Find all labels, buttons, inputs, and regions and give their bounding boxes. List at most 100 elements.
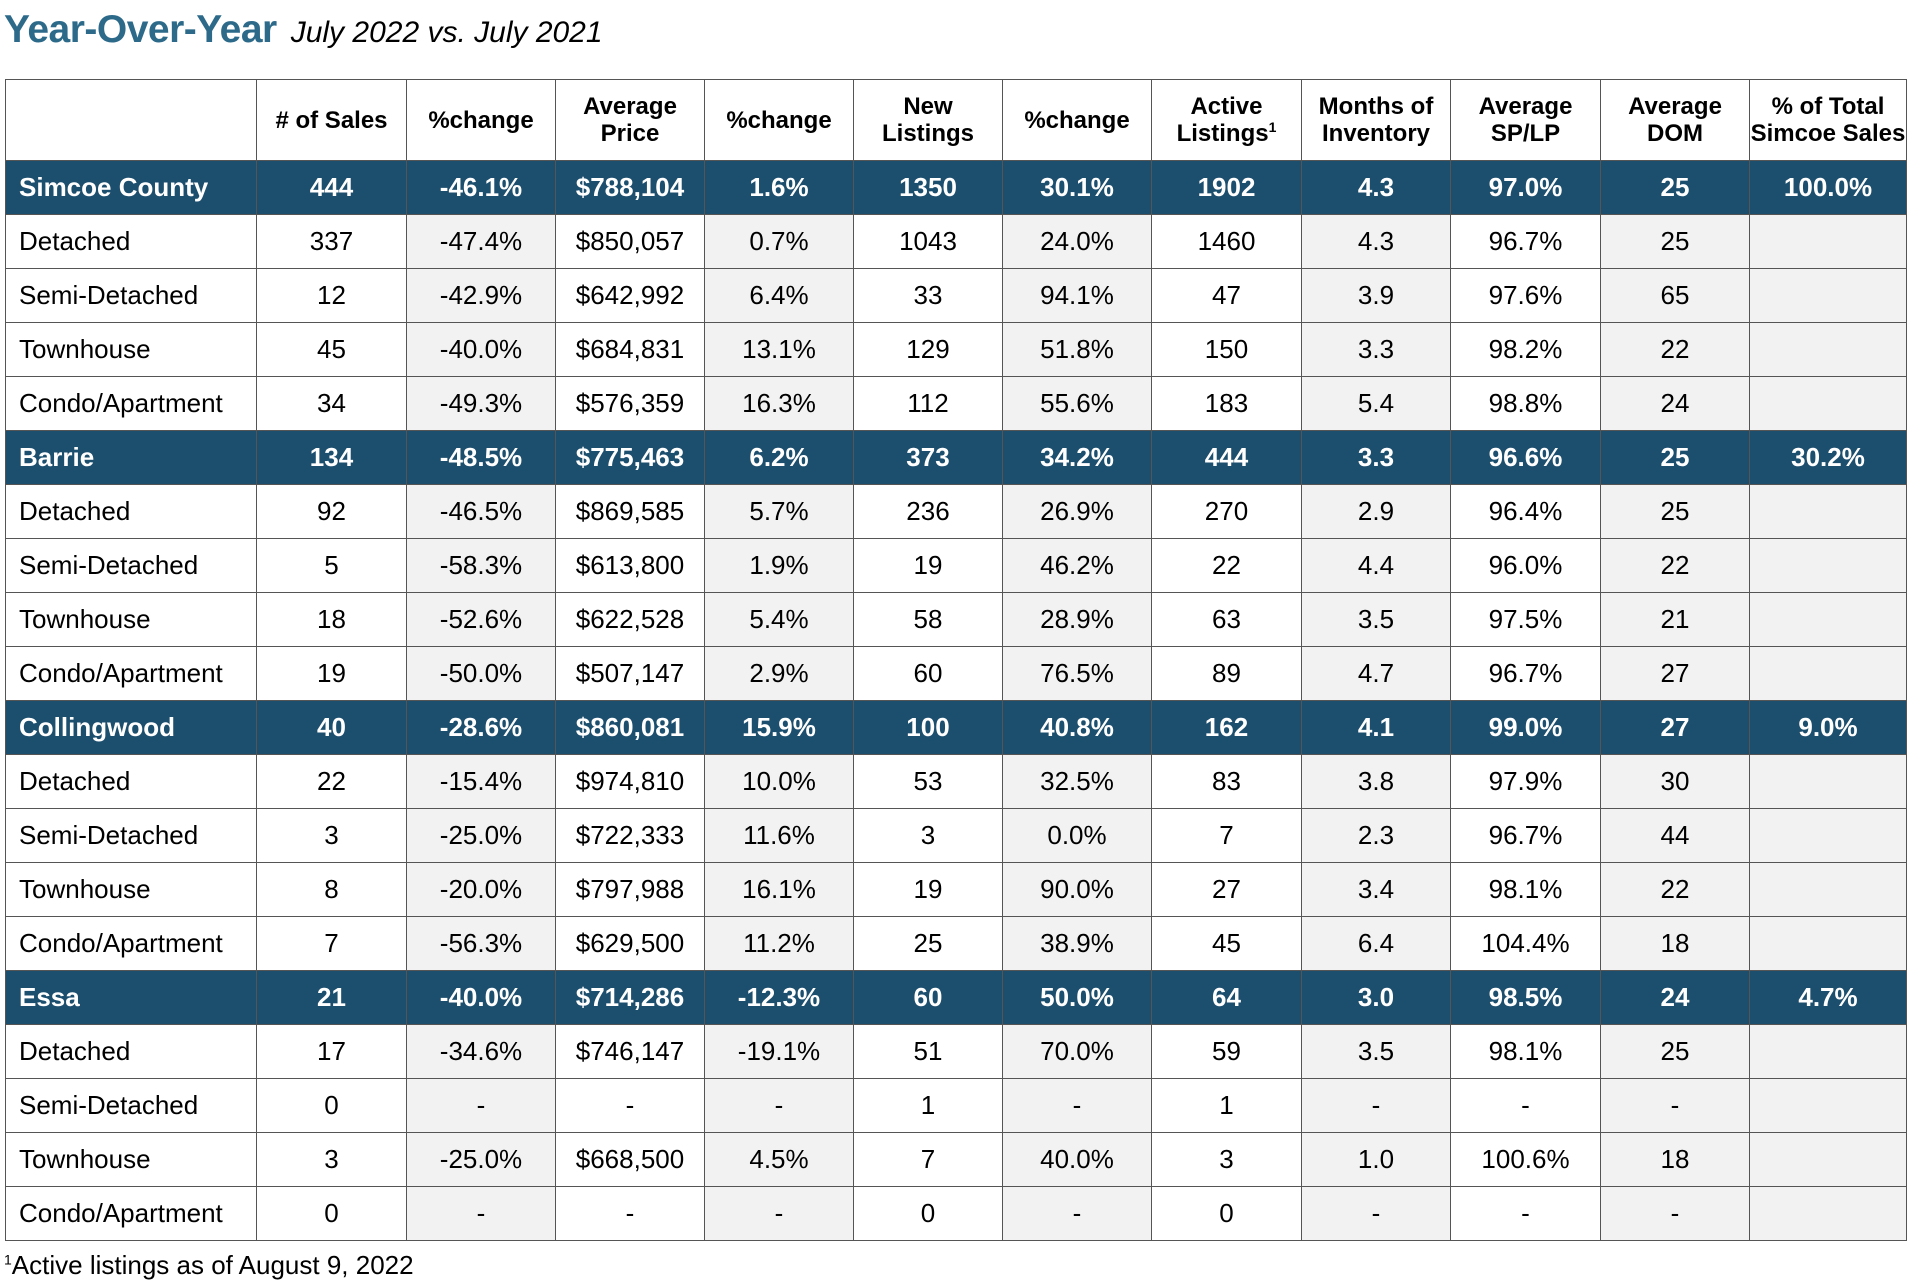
average-dom-cell: 18 (1600, 916, 1750, 971)
column-header-average-dom: Average DOM (1600, 79, 1750, 161)
share-of-total-cell (1749, 484, 1907, 539)
new-listings-cell: 373 (853, 430, 1003, 485)
share-of-total-cell (1749, 754, 1907, 809)
sales-change-cell: -20.0% (406, 862, 556, 917)
num-sales-cell: 8 (256, 862, 407, 917)
report-title: Year-Over-Year (4, 8, 277, 51)
average-splp-cell: 99.0% (1450, 700, 1601, 755)
average-price-cell: $629,500 (555, 916, 705, 971)
new-listings-cell: 1043 (853, 214, 1003, 269)
sales-change-cell: -49.3% (406, 376, 556, 431)
active-listings-cell: 47 (1151, 268, 1302, 323)
months-inventory-cell: 3.0 (1301, 970, 1451, 1025)
months-inventory-cell: 3.3 (1301, 322, 1451, 377)
price-change-cell: 1.9% (704, 538, 854, 593)
row-label: Detached (5, 1024, 257, 1079)
average-price-cell: $722,333 (555, 808, 705, 863)
average-splp-cell: 98.2% (1450, 322, 1601, 377)
active-listings-cell: 64 (1151, 970, 1302, 1025)
report-heading: Year-Over-Year July 2022 vs. July 2021 (4, 8, 603, 58)
sales-change-cell: - (406, 1186, 556, 1241)
average-dom-cell: - (1600, 1186, 1750, 1241)
price-change-cell: 15.9% (704, 700, 854, 755)
region-summary-row: Simcoe County 444 -46.1% $788,104 1.6% 1350 30… (5, 160, 1907, 215)
months-inventory-cell: 3.4 (1301, 862, 1451, 917)
average-dom-cell: 27 (1600, 700, 1750, 755)
months-inventory-cell: 4.1 (1301, 700, 1451, 755)
num-sales-cell: 5 (256, 538, 407, 593)
new-listings-cell: 60 (853, 970, 1003, 1025)
price-change-cell: -19.1% (704, 1024, 854, 1079)
months-inventory-cell: 2.9 (1301, 484, 1451, 539)
active-listings-cell: 444 (1151, 430, 1302, 485)
row-label: Semi-Detached (5, 1078, 257, 1133)
table-row: Condo/Apartment 0- - -0-0- - - (5, 1186, 1907, 1241)
active-listings-cell: 83 (1151, 754, 1302, 809)
share-of-total-cell (1749, 1078, 1907, 1133)
price-change-cell: 16.1% (704, 862, 854, 917)
price-change-cell: 1.6% (704, 160, 854, 215)
share-of-total-cell: 30.2% (1749, 430, 1907, 485)
row-label: Barrie (5, 430, 257, 485)
sales-change-cell: -56.3% (406, 916, 556, 971)
table-body: Simcoe County 444 -46.1% $788,104 1.6% 1350 30… (5, 160, 1907, 1241)
listings-change-cell: 32.5% (1002, 754, 1152, 809)
listings-change-cell: 90.0% (1002, 862, 1152, 917)
footnote-number: 1 (4, 1251, 12, 1268)
listings-change-cell: 0.0% (1002, 808, 1152, 863)
months-inventory-cell: 3.5 (1301, 1024, 1451, 1079)
average-splp-cell: 104.4% (1450, 916, 1601, 971)
listings-change-cell: 50.0% (1002, 970, 1152, 1025)
listings-change-cell: 94.1% (1002, 268, 1152, 323)
row-label: Semi-Detached (5, 808, 257, 863)
table-row: Detached 92 -46.5% $869,585 5.7% 236 26.9% 270 2… (5, 484, 1907, 539)
share-of-total-cell: 4.7% (1749, 970, 1907, 1025)
price-change-cell: -12.3% (704, 970, 854, 1025)
num-sales-cell: 45 (256, 322, 407, 377)
average-dom-cell: 22 (1600, 322, 1750, 377)
average-dom-cell: 30 (1600, 754, 1750, 809)
table-row: Detached 337 -47.4% $850,057 0.7% 1043 24.0% 14… (5, 214, 1907, 269)
row-label: Detached (5, 754, 257, 809)
average-splp-cell: 98.1% (1450, 1024, 1601, 1079)
new-listings-cell: 19 (853, 862, 1003, 917)
table-row: Townhouse 8 -20.0% $797,988 16.1% 19 90.0% 27 3.… (5, 862, 1907, 917)
column-header-listings-change: %change (1002, 79, 1152, 161)
listings-change-cell: 46.2% (1002, 538, 1152, 593)
average-dom-cell: - (1600, 1078, 1750, 1133)
new-listings-cell: 0 (853, 1186, 1003, 1241)
average-price-cell: $507,147 (555, 646, 705, 701)
share-of-total-cell (1749, 1024, 1907, 1079)
num-sales-cell: 3 (256, 808, 407, 863)
price-change-cell: 6.4% (704, 268, 854, 323)
footnote-marker: 1 (1268, 119, 1277, 135)
average-price-cell: $788,104 (555, 160, 705, 215)
row-label: Condo/Apartment (5, 1186, 257, 1241)
num-sales-cell: 17 (256, 1024, 407, 1079)
months-inventory-cell: 3.9 (1301, 268, 1451, 323)
num-sales-cell: 19 (256, 646, 407, 701)
listings-change-cell: - (1002, 1078, 1152, 1133)
active-listings-cell: 59 (1151, 1024, 1302, 1079)
new-listings-cell: 3 (853, 808, 1003, 863)
active-listings-cell: 89 (1151, 646, 1302, 701)
share-of-total-cell (1749, 1132, 1907, 1187)
share-of-total-cell (1749, 862, 1907, 917)
average-price-cell: $746,147 (555, 1024, 705, 1079)
share-of-total-cell (1749, 592, 1907, 647)
average-splp-cell: 97.6% (1450, 268, 1601, 323)
average-splp-cell: 100.6% (1450, 1132, 1601, 1187)
market-statistics-table: # of Sales %change Average Price %change… (5, 79, 1907, 1241)
price-change-cell: 11.2% (704, 916, 854, 971)
active-listings-label: Active Listings (1176, 93, 1269, 147)
share-of-total-cell (1749, 214, 1907, 269)
sales-change-cell: -47.4% (406, 214, 556, 269)
average-dom-cell: 25 (1600, 160, 1750, 215)
months-inventory-cell: - (1301, 1078, 1451, 1133)
share-of-total-cell (1749, 808, 1907, 863)
average-splp-cell: 96.7% (1450, 214, 1601, 269)
column-header-average-price: Average Price (555, 79, 705, 161)
average-splp-cell: 97.0% (1450, 160, 1601, 215)
months-inventory-cell: 6.4 (1301, 916, 1451, 971)
share-of-total-cell (1749, 322, 1907, 377)
